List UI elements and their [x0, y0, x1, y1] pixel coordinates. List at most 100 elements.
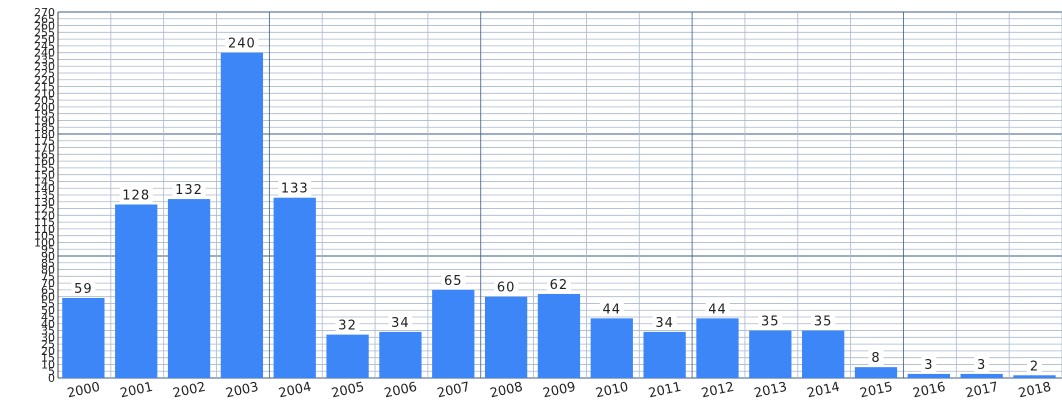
y-tick-label: 230: [34, 60, 55, 73]
y-tick-label: 245: [34, 40, 55, 53]
bar-2013: [749, 330, 792, 378]
y-tick-label: 160: [34, 155, 55, 168]
x-tick-label: 2011: [647, 380, 682, 402]
data-label: 62: [550, 278, 569, 293]
data-label: 240: [228, 37, 256, 52]
y-tick-label: 50: [41, 304, 55, 317]
data-label: 3: [977, 358, 986, 373]
y-tick-label: 260: [34, 20, 55, 33]
y-tick-label: 220: [34, 74, 55, 87]
y-tick-label: 145: [34, 175, 55, 188]
y-tick-label: 165: [34, 148, 55, 161]
y-tick-label: 120: [34, 209, 55, 222]
y-tick-label: 130: [34, 196, 55, 209]
y-tick-label: 20: [41, 345, 55, 358]
data-label-bg: [705, 301, 730, 317]
data-label-bg: [71, 281, 96, 297]
x-tick-label: 2009: [542, 380, 577, 402]
x-tick-label: 2003: [224, 380, 259, 402]
x-tick-label: 2007: [436, 380, 471, 402]
y-tick-label: 110: [34, 223, 55, 236]
data-label: 32: [338, 319, 357, 334]
y-tick-label: 270: [34, 6, 55, 19]
x-tick-label: 2008: [489, 380, 524, 402]
data-label: 132: [175, 183, 203, 198]
y-tick-label: 80: [41, 264, 55, 277]
data-label: 44: [603, 302, 622, 317]
bar-2010: [590, 318, 633, 378]
y-tick-label: 45: [41, 311, 55, 324]
data-label-bg: [868, 350, 884, 366]
data-label: 60: [497, 281, 516, 296]
data-label-bg: [335, 317, 360, 333]
bar-2008: [484, 296, 528, 378]
x-tick-label: 2001: [119, 380, 154, 402]
bar-2003: [220, 52, 264, 379]
y-tick-label: 255: [34, 26, 55, 39]
x-tick-label: 2010: [594, 380, 629, 402]
bar-2017: [960, 373, 1003, 378]
x-tick-label: 2013: [753, 380, 788, 402]
y-tick-label: 175: [34, 135, 55, 148]
data-label: 133: [281, 182, 309, 197]
data-label: 59: [74, 282, 93, 297]
x-tick-label: 2005: [330, 380, 365, 402]
y-tick-label: 30: [41, 331, 55, 344]
data-label: 128: [122, 188, 150, 203]
bar-2015: [854, 367, 898, 378]
y-tick-label: 0: [48, 372, 55, 385]
data-label-bg: [758, 313, 783, 329]
data-label: 35: [814, 315, 833, 330]
y-tick-label: 40: [41, 318, 55, 331]
data-label-bg: [546, 276, 571, 292]
y-tick-label: 215: [34, 81, 55, 94]
y-tick-label: 200: [34, 101, 55, 114]
bars: [62, 52, 1056, 379]
y-tick-label: 240: [34, 47, 55, 60]
x-tick-label: 2015: [859, 380, 894, 402]
data-label-bg: [652, 314, 677, 330]
data-label-bg: [1027, 358, 1043, 374]
data-label-bg: [974, 356, 990, 372]
y-tick-label: 135: [34, 189, 55, 202]
x-tick-label: 2017: [964, 380, 999, 402]
x-tick-label: 2014: [806, 380, 841, 402]
data-label-bg: [172, 182, 206, 198]
y-tick-label: 225: [34, 67, 55, 80]
y-tick-label: 195: [34, 108, 55, 121]
y-tick-label: 205: [34, 94, 55, 107]
y-tick-label: 115: [34, 216, 55, 229]
x-tick-label: 2018: [1017, 380, 1052, 402]
bar-2009: [537, 293, 581, 378]
y-tick-label: 10: [41, 358, 55, 371]
y-tick-label: 250: [34, 33, 55, 46]
data-label: 65: [444, 274, 463, 289]
data-label: 3: [924, 358, 933, 373]
x-tick-label: 2004: [277, 380, 312, 402]
y-tick-label: 95: [41, 243, 55, 256]
bar-2012: [696, 318, 739, 378]
y-tick-label: 140: [34, 182, 55, 195]
y-tick-label: 25: [41, 338, 55, 351]
data-label-bg: [441, 272, 466, 288]
bar-2002: [167, 199, 211, 378]
y-tick-label: 5: [48, 365, 55, 378]
y-tick-label: 105: [34, 230, 55, 243]
bar-2007: [432, 289, 475, 378]
y-tick-label: 90: [41, 250, 55, 263]
x-tick-label: 2006: [383, 380, 418, 402]
bar-2005: [326, 334, 369, 378]
data-label-bg: [921, 356, 937, 372]
data-label-bg: [599, 301, 624, 317]
y-tick-label: 170: [34, 142, 55, 155]
data-label-bg: [388, 314, 413, 330]
y-tick-label: 100: [34, 236, 55, 249]
data-label: 8: [871, 351, 880, 366]
y-tick-label: 190: [34, 114, 55, 127]
y-tick-label: 15: [41, 352, 55, 365]
y-tick-label: 75: [41, 270, 55, 283]
data-label-bg: [225, 35, 259, 51]
x-tick-label: 2002: [172, 380, 207, 402]
